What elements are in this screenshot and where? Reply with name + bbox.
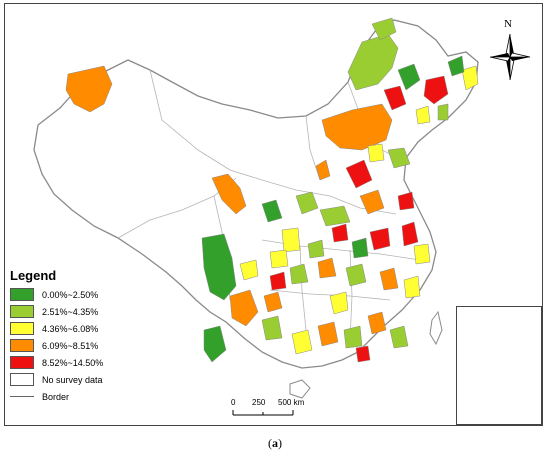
region-orange bbox=[359, 189, 385, 215]
region-yellow bbox=[367, 143, 385, 163]
region-orange bbox=[379, 267, 399, 291]
hainan-island bbox=[289, 379, 311, 399]
legend-label: No survey data bbox=[42, 374, 103, 385]
scale-tick-label: 250 bbox=[252, 398, 266, 407]
legend-swatch bbox=[10, 356, 34, 369]
region-yellow bbox=[269, 249, 289, 269]
compass-rose-icon bbox=[489, 33, 531, 81]
north-arrow: N bbox=[488, 18, 532, 82]
region-red bbox=[401, 221, 419, 247]
legend-item: 6.09%~8.51% bbox=[10, 337, 140, 354]
border-line-icon bbox=[10, 396, 34, 397]
legend-title: Legend bbox=[10, 268, 57, 283]
region-yellow bbox=[281, 227, 301, 253]
region-yellow bbox=[239, 259, 259, 281]
legend-item: 8.52%~14.50% bbox=[10, 354, 140, 371]
region-lightgreen bbox=[437, 103, 449, 121]
south-china-sea-inset bbox=[456, 306, 542, 425]
region-orange bbox=[211, 173, 247, 215]
region-orange bbox=[263, 291, 283, 313]
scale-bar-graphic bbox=[232, 410, 294, 416]
region-lightgreen bbox=[347, 33, 399, 91]
region-red bbox=[397, 191, 415, 211]
caption-open: ( bbox=[268, 436, 272, 450]
region-green bbox=[351, 237, 369, 259]
region-orange bbox=[229, 289, 259, 327]
region-red bbox=[355, 345, 371, 363]
region-green bbox=[447, 55, 465, 77]
legend-label: Border bbox=[42, 391, 70, 402]
legend-swatch bbox=[10, 305, 34, 318]
region-yellow bbox=[291, 329, 313, 355]
caption-close: ) bbox=[278, 436, 282, 450]
region-orange bbox=[321, 103, 393, 151]
legend-item: 2.51%~4.35% bbox=[10, 303, 140, 320]
region-orange bbox=[317, 257, 337, 279]
legend-label: 6.09%~8.51% bbox=[42, 340, 99, 351]
region-lightgreen bbox=[389, 325, 409, 349]
region-lightgreen bbox=[319, 205, 351, 227]
legend-swatch bbox=[10, 339, 34, 352]
region-red bbox=[423, 75, 449, 105]
region-yellow bbox=[415, 105, 431, 125]
region-green bbox=[261, 199, 283, 223]
region-lightgreen bbox=[261, 315, 283, 341]
survey-regions bbox=[65, 17, 479, 363]
legend-label: 8.52%~14.50% bbox=[42, 357, 104, 368]
legend-swatch bbox=[10, 322, 34, 335]
region-orange bbox=[317, 321, 339, 347]
china-map bbox=[33, 17, 525, 407]
region-lightgreen bbox=[307, 239, 325, 259]
region-lightgreen bbox=[289, 263, 309, 285]
scale-bar: 0 250 500 km bbox=[218, 398, 318, 420]
figure-caption: (a) bbox=[0, 436, 550, 451]
region-red bbox=[369, 227, 391, 251]
region-lightgreen bbox=[371, 17, 397, 41]
region-lightgreen bbox=[345, 263, 367, 287]
region-red bbox=[383, 85, 407, 111]
legend-swatch bbox=[10, 288, 34, 301]
scale-tick-label: 0 bbox=[231, 398, 236, 407]
region-yellow bbox=[403, 275, 421, 299]
region-lightgreen bbox=[387, 147, 411, 169]
region-lightgreen bbox=[343, 325, 363, 349]
legend-item: No survey data bbox=[10, 371, 140, 388]
caption-letter: a bbox=[272, 436, 278, 450]
region-green bbox=[397, 63, 421, 91]
region-lightgreen bbox=[295, 191, 319, 215]
region-orange bbox=[315, 159, 331, 181]
legend-item: 0.00%~2.50% bbox=[10, 286, 140, 303]
region-red bbox=[345, 159, 373, 189]
legend-label: 2.51%~4.35% bbox=[42, 306, 99, 317]
scale-tick-label: 500 km bbox=[278, 398, 305, 407]
legend-item: 4.36%~6.08% bbox=[10, 320, 140, 337]
region-yellow bbox=[329, 291, 349, 315]
legend-swatch bbox=[10, 373, 34, 386]
region-orange bbox=[367, 311, 387, 335]
region-yellow bbox=[461, 65, 479, 91]
taiwan-island bbox=[429, 310, 443, 346]
region-red bbox=[331, 223, 349, 243]
region-yellow bbox=[413, 243, 431, 265]
region-green bbox=[203, 325, 227, 363]
legend-label: 0.00%~2.50% bbox=[42, 289, 99, 300]
legend: Legend 0.00%~2.50% 2.51%~4.35% 4.36%~6.0… bbox=[10, 268, 140, 405]
region-orange bbox=[65, 65, 113, 113]
legend-label: 4.36%~6.08% bbox=[42, 323, 99, 334]
legend-item-border: Border bbox=[10, 388, 140, 405]
region-green bbox=[201, 233, 237, 301]
north-label: N bbox=[504, 18, 512, 30]
region-red bbox=[269, 271, 287, 291]
